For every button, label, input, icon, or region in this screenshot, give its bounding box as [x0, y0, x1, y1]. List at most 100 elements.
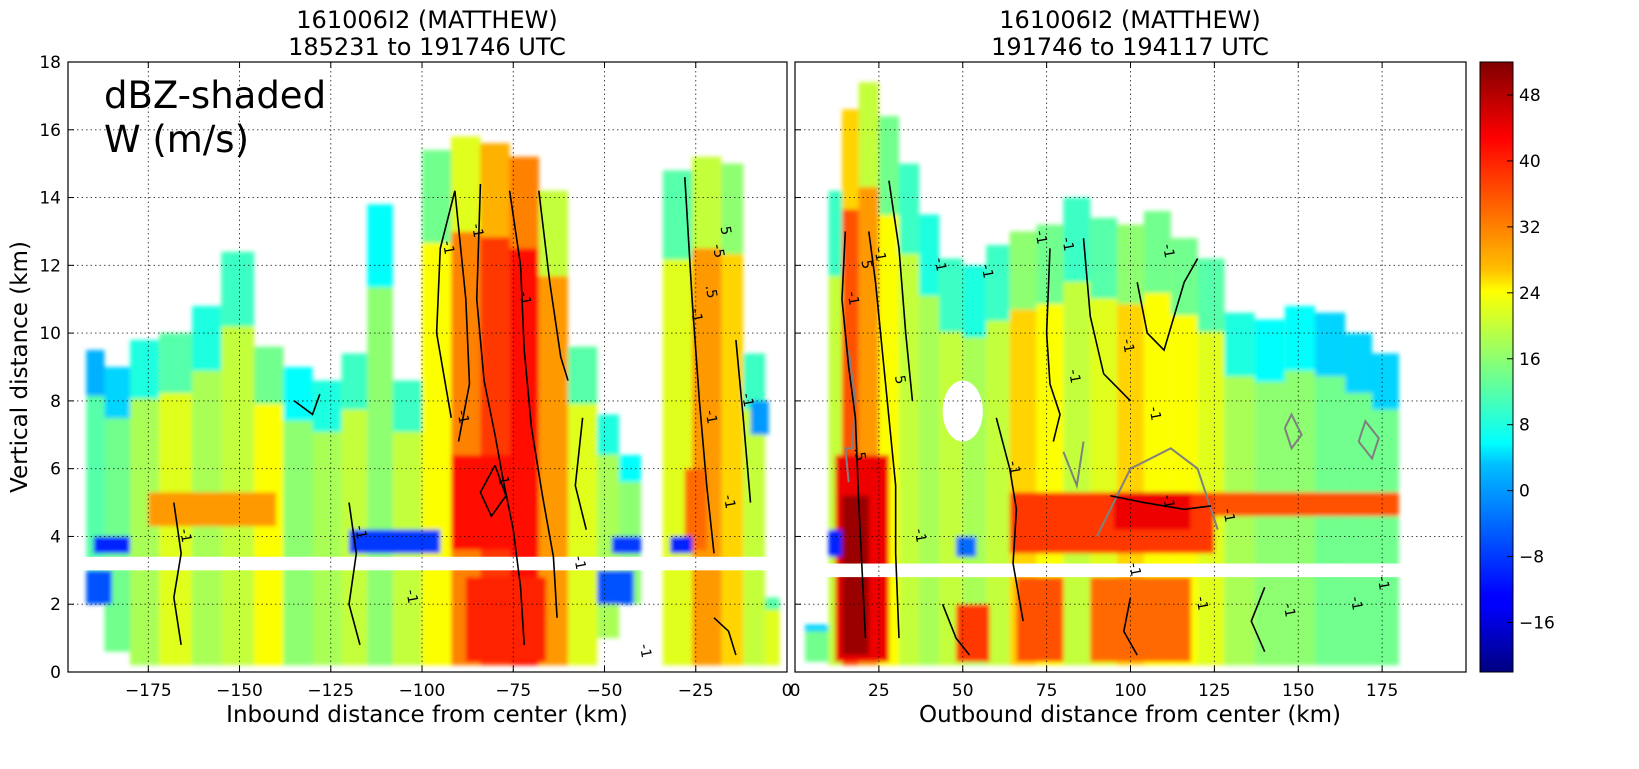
colorbar-tick-label: 0 — [1519, 482, 1530, 502]
y-tick-label: 0 — [50, 663, 61, 683]
colorbar-ticks: −16 −8 0 8 16 24 32 40 48 — [1507, 86, 1555, 634]
reflectivity-layer — [148, 492, 277, 527]
reflectivity-layer — [93, 536, 131, 554]
colorbar-tick-label: 40 — [1519, 152, 1541, 172]
contour-label: -1 — [468, 222, 486, 239]
y-tick-label: 16 — [39, 121, 61, 141]
contour-label: -1 — [1280, 602, 1298, 619]
w-downdraft-contour — [173, 502, 182, 646]
reflectivity-layer — [1016, 577, 1064, 662]
x-tick-label: −75 — [495, 681, 531, 701]
w-downdraft-contour — [841, 231, 867, 639]
inbound-reflectivity-field — [68, 136, 787, 666]
reflectivity-column-top — [841, 109, 859, 210]
x-tick-label: 125 — [1198, 681, 1230, 701]
reflectivity-layer — [597, 570, 634, 605]
reflectivity-layer — [828, 529, 842, 557]
reflectivity-column-top — [692, 156, 722, 249]
inbound-x-axis-label: Inbound distance from center (km) — [226, 702, 628, 728]
contour-label: -1 — [1031, 229, 1049, 246]
x-tick-label: 175 — [1366, 681, 1398, 701]
y-tick-label: 12 — [39, 256, 61, 276]
y-axis-label: Vertical distance (km) — [7, 241, 33, 493]
inbound-w-contours: -1 -1 -1 -1 -1 -1 -1 -1 -1 -1 -1 -1 -1 -1 -5 .5 5 — [173, 177, 756, 659]
x-tick-label: 75 — [1036, 681, 1058, 701]
reflectivity-layer — [750, 400, 769, 435]
contour-label: -1 — [1347, 595, 1365, 612]
y-tick-label: 4 — [50, 527, 61, 547]
contour-label: -1 — [351, 524, 369, 541]
w-downdraft-contour — [1250, 586, 1266, 652]
reflectivity-column-top — [828, 190, 842, 277]
reflectivity-column-top — [805, 624, 829, 632]
x-tick-label: −25 — [678, 681, 714, 701]
colorbar-tick-label: −8 — [1519, 548, 1544, 568]
reflectivity-layer — [956, 536, 977, 557]
reflectivity-column-top — [1315, 312, 1346, 377]
contour-label: -1 — [494, 470, 512, 487]
w-downdraft-contour — [941, 603, 971, 656]
colorbar-tick-label: 32 — [1519, 218, 1541, 238]
reflectivity-column-top — [568, 346, 598, 405]
y-tick-label: 18 — [39, 53, 61, 73]
reflectivity-column-top — [919, 214, 940, 296]
x-tick-label: 25 — [868, 681, 890, 701]
w-downdraft-contour — [684, 177, 715, 554]
reflectivity-layer — [451, 455, 539, 550]
reflectivity-column-top — [1170, 238, 1198, 316]
inbound-x-ticks: −175 −150 −125 −100 −75 −50 −25 0 — [125, 62, 792, 701]
contour-label: -1 — [1119, 338, 1137, 355]
w-updraft-contour — [1357, 419, 1380, 461]
reflectivity-column-top — [367, 204, 393, 288]
contour-label: 5 — [717, 225, 734, 237]
outbound-grid — [795, 62, 1466, 672]
reflectivity-column-top — [86, 350, 105, 396]
y-tick-label: 10 — [39, 324, 61, 344]
contour-label: -1 — [738, 392, 756, 409]
reflectivity-column-top — [899, 163, 920, 254]
reflectivity-column-top — [480, 143, 510, 238]
x-tick-label: 150 — [1282, 681, 1314, 701]
inbound-panel: 161006I2 (MATTHEW) 185231 to 191746 UTC … — [7, 6, 792, 728]
reflectivity-column-top — [104, 367, 131, 419]
y-tick-label: 8 — [50, 392, 61, 412]
annotation-w-units: W (m/s) — [104, 118, 249, 161]
x-tick-label: −175 — [125, 681, 172, 701]
w-downdraft-contour — [508, 190, 558, 618]
reflectivity-layer — [1090, 577, 1191, 662]
reflectivity-column-top — [159, 333, 193, 393]
reflectivity-column-top — [939, 258, 963, 332]
contour-label: -5 — [709, 243, 727, 260]
reflectivity-layer — [611, 536, 642, 554]
inbound-plot-frame — [67, 61, 788, 673]
w-downdraft-contour — [479, 464, 507, 518]
reflectivity-column-top — [878, 116, 900, 216]
contour-label: -1 — [1065, 368, 1083, 385]
reflectivity-column-top — [1284, 306, 1316, 371]
y-tick-label: 14 — [39, 189, 61, 209]
y-tick-label: 2 — [50, 595, 61, 615]
colorbar-tick-label: −16 — [1519, 614, 1555, 634]
contour-label: -1 — [1192, 595, 1210, 612]
no-echo-region — [942, 380, 983, 442]
reflectivity-column-top — [422, 150, 452, 243]
w-downdraft-contour — [1045, 248, 1061, 442]
w-downdraft-contour — [435, 190, 471, 442]
w-downdraft-contour — [538, 190, 569, 381]
contour-label: -1 — [978, 263, 996, 280]
w-downdraft-contour — [574, 417, 588, 530]
w-updraft-contour — [844, 349, 857, 483]
reflectivity-column — [899, 163, 920, 666]
x-tick-label: 50 — [952, 681, 974, 701]
outbound-reflectivity-field — [795, 82, 1466, 666]
w-downdraft-contour — [1110, 494, 1212, 511]
contour-label: .5 — [702, 284, 720, 300]
colorbar-tick-label: 8 — [1519, 416, 1530, 436]
outbound-panel: 161006I2 (MATTHEW) 191746 to 194117 UTC … — [790, 6, 1467, 728]
x-tick-label: 0 — [790, 681, 801, 701]
reflectivity-column-top — [1090, 217, 1118, 299]
reflectivity-column-top — [721, 163, 744, 254]
reflectivity-column-top — [1197, 258, 1225, 332]
contour-label: -1 — [687, 307, 705, 324]
